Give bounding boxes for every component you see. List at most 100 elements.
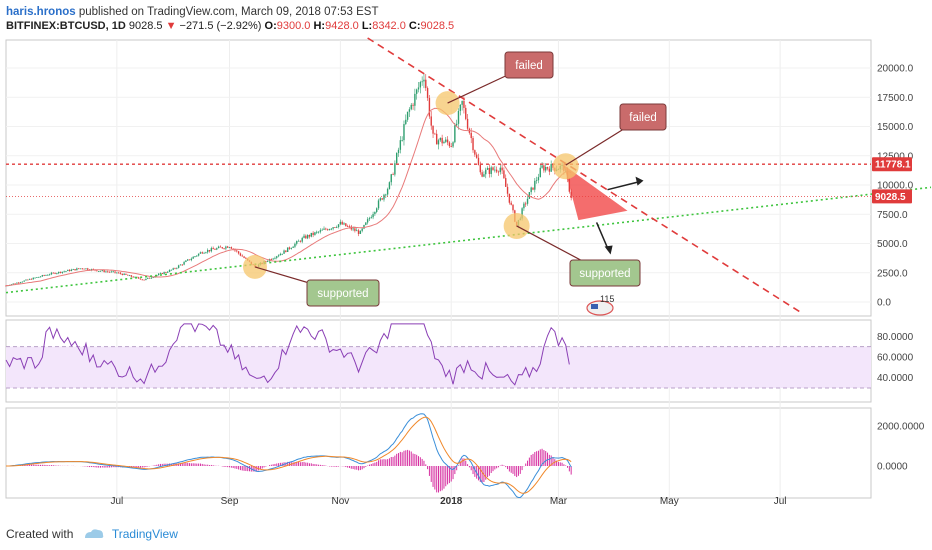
candle-body	[108, 271, 111, 273]
candle-body	[465, 107, 467, 119]
candle-body	[117, 272, 120, 274]
footer: Created with TradingView	[6, 527, 178, 541]
candle-body	[92, 269, 94, 270]
candle-body	[277, 255, 280, 257]
tradingview-logo-icon	[84, 529, 103, 538]
candle-body	[488, 168, 491, 174]
candle-body	[270, 259, 273, 260]
candle-body	[132, 276, 134, 278]
candle-body	[432, 125, 434, 134]
candle-body	[61, 271, 64, 273]
candle-body	[441, 137, 443, 144]
candle-body	[194, 256, 196, 257]
candle-body	[379, 198, 382, 201]
candle-body	[370, 217, 372, 219]
close-value: 9028.5	[420, 20, 455, 32]
candle-body	[236, 250, 238, 252]
candle-body	[310, 232, 312, 237]
candle-body	[323, 228, 325, 230]
callout-box	[306, 279, 380, 307]
candle-body	[265, 261, 267, 262]
candle-body	[481, 172, 483, 177]
candle-body	[81, 268, 84, 270]
macd-histogram	[7, 448, 572, 493]
price-pane	[5, 39, 872, 317]
candle-body	[390, 174, 392, 183]
candle-body	[65, 271, 67, 272]
candle-body	[534, 180, 536, 190]
candle-body	[87, 268, 89, 270]
candle-body	[474, 150, 476, 155]
candle-body	[455, 123, 458, 126]
candle-body	[461, 100, 463, 105]
candle-body	[125, 273, 127, 275]
candle-body	[161, 273, 163, 274]
candle-body	[510, 202, 512, 205]
candle-body	[301, 237, 303, 242]
candle-body	[546, 167, 549, 169]
candle-body	[368, 218, 371, 220]
candle-body	[296, 241, 298, 244]
candle-body	[137, 277, 140, 279]
price-tag-label: 9028.5	[875, 192, 906, 203]
candle-body	[377, 200, 380, 209]
candle-body	[185, 260, 187, 263]
candle-body	[192, 256, 194, 259]
candle-body	[434, 133, 436, 135]
arrow-up-right	[607, 180, 640, 191]
candle-body	[321, 229, 323, 231]
candle-body	[85, 268, 87, 270]
author-name[interactable]: haris.hronos	[6, 6, 76, 18]
candle-body	[497, 171, 500, 173]
candle-body	[495, 169, 498, 172]
candle-body	[463, 100, 465, 108]
candle-body	[412, 104, 414, 106]
candle-body	[392, 174, 394, 176]
candle-body	[437, 140, 440, 145]
candle-body	[5, 285, 7, 287]
candle-body	[475, 154, 478, 158]
candle-body	[346, 226, 349, 228]
tradingview-link[interactable]: TradingView	[111, 527, 178, 541]
candle-body	[21, 281, 24, 283]
candle-body	[283, 250, 285, 254]
candles	[5, 74, 572, 287]
candle-body	[308, 234, 311, 237]
candle-body	[227, 246, 229, 248]
candle-body	[303, 235, 305, 238]
candle-body	[72, 269, 74, 270]
candle-body	[25, 279, 27, 281]
candle-body	[177, 265, 180, 268]
callout: supported	[254, 266, 380, 307]
candle-body	[121, 273, 124, 275]
candle-body	[16, 282, 18, 284]
candle-body	[446, 139, 449, 143]
rsi-tick-label: 60.0000	[877, 353, 914, 364]
candle-body	[401, 140, 403, 141]
candle-body	[143, 279, 145, 281]
callout: failed	[447, 51, 554, 104]
candle-body	[512, 204, 514, 211]
candle-body	[54, 272, 56, 274]
price-chart[interactable]: Jul Sep Nov 2018 Mar May Jul 20000.0 17500.0 1500…	[0, 36, 932, 522]
candle-body	[152, 277, 154, 279]
candle-body	[341, 221, 343, 225]
candle-body	[221, 247, 223, 249]
candle-body	[141, 279, 143, 281]
candle-body	[299, 240, 302, 242]
candle-body	[328, 229, 331, 231]
candle-body	[187, 259, 189, 261]
support-trendline	[5, 186, 932, 294]
candle-body	[525, 203, 527, 205]
candle-body	[523, 203, 525, 209]
candle-body	[74, 269, 76, 271]
candle-body	[526, 198, 529, 204]
candle-body	[406, 111, 409, 120]
x-tick-label: Nov	[331, 496, 349, 507]
candle-body	[276, 256, 278, 258]
candle-body	[477, 157, 480, 166]
candle-body	[139, 278, 142, 280]
candle-body	[134, 276, 136, 278]
candle-body	[290, 247, 293, 249]
candle-body	[14, 283, 16, 285]
